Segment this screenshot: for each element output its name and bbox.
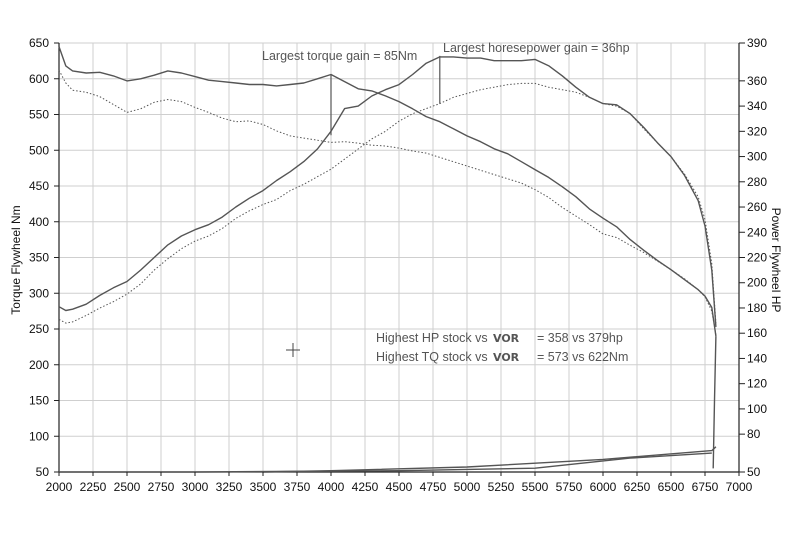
y-right-tick-label: 50 (747, 465, 761, 479)
y-right-tick-label: 160 (747, 326, 767, 340)
x-tick-label: 5500 (522, 480, 549, 494)
y-right-tick-label: 80 (747, 427, 761, 441)
x-tick-label: 4250 (352, 480, 379, 494)
torque-curve-solid (712, 336, 717, 469)
y-left-tick-label: 350 (29, 251, 49, 265)
highest-hp-value: = 358 vs 379hp (537, 331, 623, 345)
y-left-tick-label: 550 (29, 108, 49, 122)
torque-curve-dotted (58, 69, 717, 335)
chart-grid (58, 42, 740, 473)
x-tick-label: 3000 (182, 480, 209, 494)
x-tick-label: 5250 (488, 480, 515, 494)
x-tick-label: 6250 (624, 480, 651, 494)
y-right-tick-label: 340 (747, 99, 767, 113)
y-axis-right-title: Power Flywheel HP (769, 208, 783, 313)
x-tick-label: 6500 (658, 480, 685, 494)
y-right-tick-label: 300 (747, 150, 767, 164)
y-right-tick-label: 240 (747, 225, 767, 239)
y-right-tick-label: 200 (747, 276, 767, 290)
x-tick-label: 4000 (318, 480, 345, 494)
y-right-tick-label: 280 (747, 175, 767, 189)
y-left-tick-label: 400 (29, 215, 49, 229)
y-right-tick-label: 220 (747, 251, 767, 265)
y-right-tick-label: 140 (747, 351, 767, 365)
x-tick-label: 7000 (726, 480, 753, 494)
y-left-tick-label: 250 (29, 322, 49, 336)
chart-curves (58, 46, 717, 473)
y-left-tick-label: 100 (29, 429, 49, 443)
x-tick-label: 6000 (590, 480, 617, 494)
crosshair-cursor-icon (286, 343, 300, 357)
highest-tq-value: = 573 vs 622Nm (537, 350, 628, 364)
y-left-tick-label: 200 (29, 358, 49, 372)
y-right-tick-label: 360 (747, 74, 767, 88)
y-left-tick-label: 650 (29, 36, 49, 50)
y-left-tick-label: 150 (29, 394, 49, 408)
x-tick-label: 3250 (216, 480, 243, 494)
x-tick-label: 6750 (692, 480, 719, 494)
highest-hp-label: Highest HP stock vs (376, 331, 488, 345)
y-right-tick-label: 120 (747, 377, 767, 391)
y-left-tick-label: 300 (29, 286, 49, 300)
y-left-tick-label: 50 (36, 465, 50, 479)
hp-gain-label: Largest horesepower gain = 36hp (443, 41, 630, 55)
y-axis-left-title: Torque Flywheel Nm (9, 205, 23, 314)
y-left-tick-label: 500 (29, 143, 49, 157)
y-left-tick-label: 600 (29, 72, 49, 86)
gain-markers (330, 55, 441, 136)
torque-gain-label: Largest torque gain = 85Nm (262, 49, 417, 63)
y-right-tick-label: 260 (747, 200, 767, 214)
x-tick-label: 4750 (420, 480, 447, 494)
axis-ticks: 2000 2250 2500 2750 3000 3250 3500 3750 4000 4250… (29, 36, 767, 494)
highest-hp-brand: VOR (493, 332, 520, 345)
x-tick-label: 5000 (454, 480, 481, 494)
x-tick-label: 2000 (46, 480, 73, 494)
x-tick-label: 2250 (80, 480, 107, 494)
y-right-tick-label: 320 (747, 124, 767, 138)
y-left-tick-label: 450 (29, 179, 49, 193)
y-right-tick-label: 390 (747, 36, 767, 50)
x-tick-label: 2750 (148, 480, 175, 494)
highest-tq-brand: VOR (493, 351, 520, 364)
torque-curve-solid (58, 46, 717, 337)
power-curve-solid (59, 452, 712, 473)
y-right-tick-label: 180 (747, 301, 767, 315)
y-right-tick-label: 100 (747, 402, 767, 416)
x-tick-label: 3500 (250, 480, 277, 494)
x-tick-label: 5750 (556, 480, 583, 494)
x-tick-label: 2500 (114, 480, 141, 494)
highest-tq-label: Highest TQ stock vs (376, 350, 488, 364)
x-tick-label: 3750 (284, 480, 311, 494)
power-curve-solid (58, 56, 717, 327)
x-tick-label: 4500 (386, 480, 413, 494)
